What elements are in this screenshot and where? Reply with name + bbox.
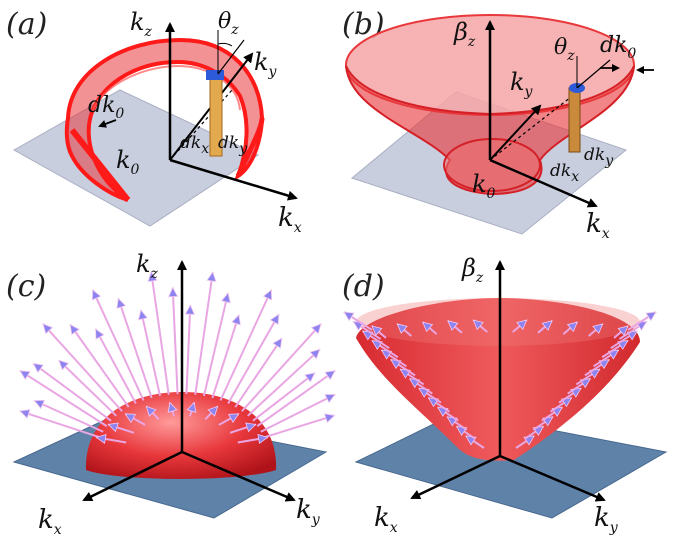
panel-a-kz-label: kz [130,8,153,40]
arrow-c [116,297,153,399]
panel-b-kx-label: kx [586,209,610,242]
arrow-d-rim [421,321,438,335]
arrow-c [33,399,104,433]
panel-b-dk0-label: dk0 [600,33,636,62]
panel-d: (d) βz kx ky [342,254,668,536]
panel-b: (b) βz ky kx θz dk0 k0 dkx dky [342,7,654,242]
arrow-c [69,323,130,408]
arrow-d-rim [562,321,579,335]
arrow-d-rim [613,325,629,339]
panel-c-tag: (c) [6,269,46,304]
arrow-d [343,311,373,331]
arrow-d-rim [472,319,488,333]
panel-a-dk0-arrow [98,119,117,128]
panel-a-dkx-label: dkx [180,133,209,157]
panel-b-k0-label: k0 [472,170,496,202]
arrow-c-short [186,401,197,417]
panel-d-ky-label: ky [594,503,619,536]
arrow-c-short [124,412,146,426]
panel-b-beta-label: βz [453,18,476,50]
panel-d-beta-label: βz [461,254,484,286]
arrow-c-short [237,433,269,445]
panel-a-kx-axis [169,158,298,201]
panel-b-theta-line [576,59,611,89]
panel-b-dky-label: dky [584,145,614,169]
panel-b-kx-axis [489,158,598,208]
panel-b-dkx-label: dkx [550,161,579,185]
panel-a-k0-label: k0 [116,146,140,178]
panel-a-theta-line [217,39,245,75]
arrow-c-short [204,405,219,420]
panel-b-ky-axis [489,104,542,161]
panel-c-arrow-field [19,271,336,445]
arrow-c-short [218,412,240,426]
arrow-d [627,311,657,331]
arrow-c-short [145,405,160,420]
panel-a-tag: (a) [6,7,47,42]
arrow-c [234,337,283,408]
arrow-c [19,409,101,439]
arrow-c [194,271,217,395]
arrow-c [247,348,321,417]
panel-d-kx-label: kx [374,503,398,536]
panel-a: (a) kz ky kx θz dk0 k0 dkx dky [6,7,302,236]
arrow-d-rim [396,323,412,337]
panel-a-dky-label: dky [218,133,248,157]
panel-c-kz-label: kz [136,250,159,282]
panel-c-kx-label: kx [38,505,62,538]
panel-d-kx-axis [410,454,501,500]
panel-d-plane [354,411,668,519]
arrow-c [227,313,280,404]
arrow-c [137,309,162,397]
arrow-d-rim [512,319,528,333]
arrow-c [91,289,145,401]
panel-d-cone [356,298,640,461]
arrow-c [219,289,273,401]
panel-a-kx-label: kx [278,203,302,236]
panel-c-ky-label: ky [296,495,321,528]
panel-c-ky-axis [181,450,296,502]
arrow-c [263,413,336,439]
panel-b-bar [568,87,581,153]
panel-a-theta-label: θz [218,9,239,38]
panel-a-blue-patch [206,70,224,80]
arrow-c [94,328,137,404]
arrow-c-short [167,401,178,417]
arrow-c-short [107,422,135,434]
arrow-c [32,362,112,422]
arrow-c [167,286,179,395]
arrow-c [42,323,123,412]
arrow-c [147,271,170,395]
arrow-d-rim [537,320,553,334]
panel-a-ky-label: ky [254,48,278,80]
panel-a-dk0-label: dk0 [88,93,124,122]
panel-a-theta-arc [217,42,233,47]
panel-d-cone-rim [356,298,640,346]
panel-b-theta-label: θz [554,35,575,64]
arrow-c [241,323,322,412]
arrow-d-rim [447,320,463,334]
arrow-c [202,292,231,397]
panel-a-hemisphere-shell [64,37,265,202]
arrow-c-short [229,422,257,434]
panel-c: (c) kz kx ky [6,250,336,538]
panel-b-ky-label: ky [510,68,534,100]
arrow-c [256,369,336,427]
arrow-c [252,372,316,422]
arrow-c [184,304,196,395]
panel-c-kx-axis [82,450,183,502]
panel-d-tag: (d) [342,269,385,304]
panel-d-arrow-field [343,311,657,449]
arrow-c [58,359,117,417]
arrow-c [19,369,108,427]
arrow-c [211,314,241,399]
arrow-d-rim [371,325,387,339]
panel-b-dashed-line [489,89,581,161]
arrow-c-short [95,433,127,445]
arrow-d-rim [588,323,604,337]
arrow-c [260,393,336,433]
panel-d-ky-axis [499,454,606,502]
